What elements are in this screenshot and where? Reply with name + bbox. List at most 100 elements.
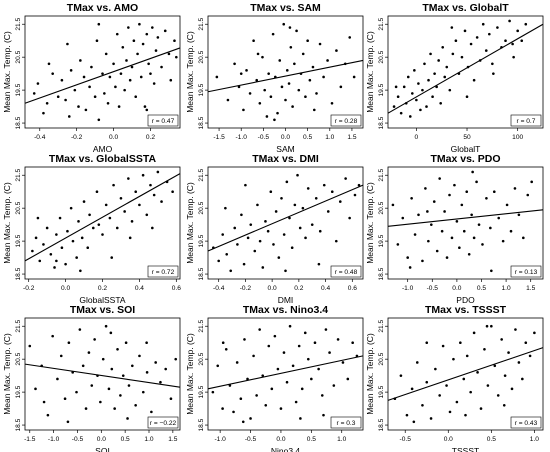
data-point (528, 354, 532, 358)
data-point (297, 344, 301, 348)
data-point (470, 213, 473, 217)
x-tick-label: -0.5 (258, 134, 270, 141)
data-point (160, 200, 163, 203)
data-point (242, 262, 246, 266)
data-point (93, 338, 96, 341)
data-point (427, 239, 430, 243)
data-point (313, 341, 317, 345)
y-tick-label: 19.5 (15, 234, 22, 247)
y-axis-label: Mean Max. Temp. (C) (185, 182, 195, 264)
data-point (304, 236, 307, 240)
data-point (67, 341, 71, 345)
data-point (432, 200, 436, 203)
data-point (253, 249, 257, 253)
data-point (332, 384, 336, 387)
data-point (79, 59, 82, 62)
data-point (127, 177, 130, 180)
data-point (36, 82, 40, 85)
data-point (81, 364, 85, 368)
data-point (328, 351, 331, 354)
data-point (112, 183, 115, 187)
data-point (318, 229, 322, 233)
data-point (438, 394, 441, 397)
x-tick-label: 1.0 (144, 436, 153, 443)
data-point (84, 108, 88, 112)
data-point (293, 203, 297, 207)
data-point (443, 75, 447, 79)
data-point (103, 92, 106, 95)
data-point (326, 59, 329, 62)
data-point (255, 394, 258, 397)
x-tick-label: 0.4 (135, 285, 144, 292)
x-tick-label: 0.0 (61, 285, 70, 292)
x-tick-label: 100 (512, 134, 523, 141)
x-tick-label: 1.5 (168, 436, 177, 443)
data-point (88, 213, 91, 217)
data-point (134, 95, 138, 99)
data-point (242, 108, 245, 112)
y-tick-label: 18.5 (15, 418, 22, 431)
data-point (426, 210, 429, 213)
data-point (145, 213, 149, 217)
data-point (310, 223, 314, 226)
data-point (276, 367, 280, 371)
data-point (66, 42, 69, 46)
data-point (42, 400, 46, 404)
data-point (141, 173, 145, 177)
regression-line (24, 47, 181, 104)
data-point (433, 72, 436, 75)
y-tick-label: 21.5 (15, 168, 22, 181)
regression-line (207, 59, 364, 93)
data-point (472, 331, 476, 335)
data-point (269, 190, 273, 194)
data-point (128, 236, 132, 240)
data-point (125, 59, 128, 62)
data-point (88, 85, 91, 89)
data-point (246, 377, 249, 381)
data-point (299, 417, 302, 420)
scatter-panel: TMax vs. TSSST -0.5 0.0 0.5 1.0 18.5 19.5 20.5 2… (365, 304, 544, 452)
data-point (160, 65, 163, 69)
scatter-panel: TMax vs. AMO -0.4 -0.2 0.0 0.2 18.5 19.5 20.5 21… (2, 2, 181, 154)
data-point (252, 354, 255, 358)
data-point (413, 233, 417, 236)
y-tick-label: 18.5 (15, 267, 22, 280)
data-point (84, 407, 88, 410)
data-point (317, 262, 321, 266)
data-point (147, 62, 150, 66)
data-point (304, 95, 307, 99)
data-point (425, 105, 428, 108)
x-tick-label: 0.0 (97, 436, 106, 443)
data-point (154, 361, 157, 364)
data-point (505, 203, 509, 207)
data-point (348, 36, 352, 39)
data-point (465, 354, 469, 358)
plot-frame (24, 317, 181, 431)
x-tick-label: 0.5 (303, 134, 312, 141)
scatter-panel: TMax vs. GlobalT 0 50 100 18.5 19.5 20.5 21.5 Gl… (365, 2, 544, 154)
data-point (330, 101, 334, 105)
data-point (462, 377, 466, 381)
data-point (235, 361, 239, 364)
data-point (127, 384, 131, 387)
y-axis-label: Mean Max. Temp. (C) (365, 31, 375, 113)
data-point (51, 72, 54, 75)
x-tick-label: 0.0 (444, 436, 453, 443)
data-point (415, 361, 419, 364)
plot-frame (387, 166, 544, 280)
x-axis-label: SOI (95, 446, 110, 452)
x-tick-label: 0.2 (294, 285, 303, 292)
data-point (472, 236, 476, 240)
data-point (285, 380, 289, 384)
x-tick-label: 1.0 (325, 134, 334, 141)
scatter-panel: TMax vs. SOI -1.5 -1.0 -0.5 0.0 0.5 1.0 1.5 18.5… (2, 304, 181, 452)
x-tick-label: 50 (463, 134, 471, 141)
y-axis-label: Mean Max. Temp. (C) (2, 182, 12, 264)
regression-line (387, 23, 544, 114)
y-tick-label: 19.5 (378, 83, 385, 96)
data-point (134, 190, 138, 194)
data-point (284, 269, 287, 273)
data-point (392, 105, 396, 108)
data-point (322, 75, 325, 79)
data-point (73, 88, 77, 92)
